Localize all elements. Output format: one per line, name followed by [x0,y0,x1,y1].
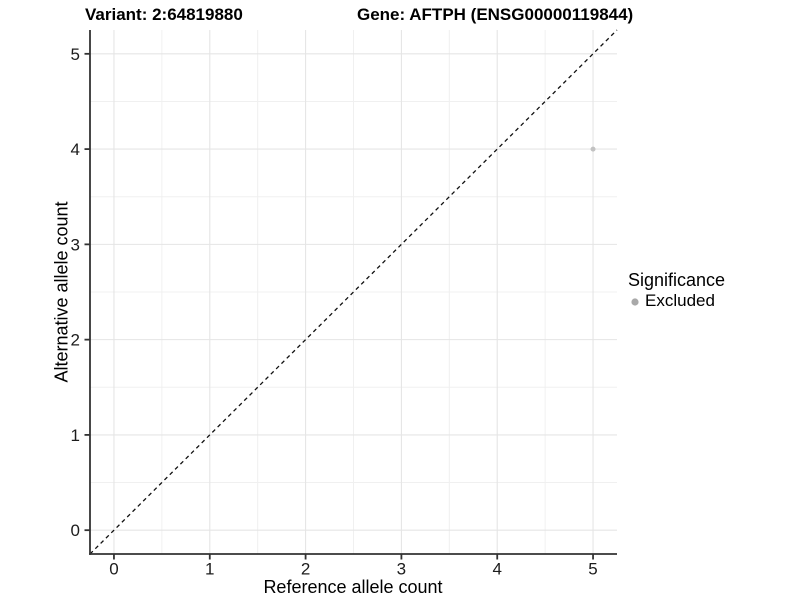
x-tick-label: 4 [492,560,501,579]
plot-title-gene: Gene: AFTPH (ENSG00000119844) [357,5,634,24]
x-tick-label: 0 [109,560,118,579]
data-point [590,146,596,152]
x-tick-label: 5 [588,560,597,579]
identity-dashed-line [89,29,618,555]
legend-entry: Excluded [628,291,725,311]
y-tick-label: 1 [71,426,80,445]
x-tick-label: 2 [301,560,310,579]
x-tick-label: 1 [205,560,214,579]
excluded-dot-icon [631,297,639,306]
y-tick-label: 2 [71,331,80,350]
y-axis-title: Alternative allele count [51,201,72,383]
legend: Significance Excluded [628,269,725,311]
legend-title: Significance [628,270,726,290]
plot-title-variant: Variant: 2:64819880 [85,5,243,24]
y-tick-label: 0 [71,521,80,540]
legend-entry-label: Excluded [645,291,715,310]
y-tick-label: 3 [71,235,80,254]
x-axis-title: Reference allele count [263,577,443,597]
y-tick-label: 4 [71,140,80,159]
legend-key [631,297,639,306]
x-tick-label: 3 [397,560,406,579]
y-tick-label: 5 [71,45,80,64]
